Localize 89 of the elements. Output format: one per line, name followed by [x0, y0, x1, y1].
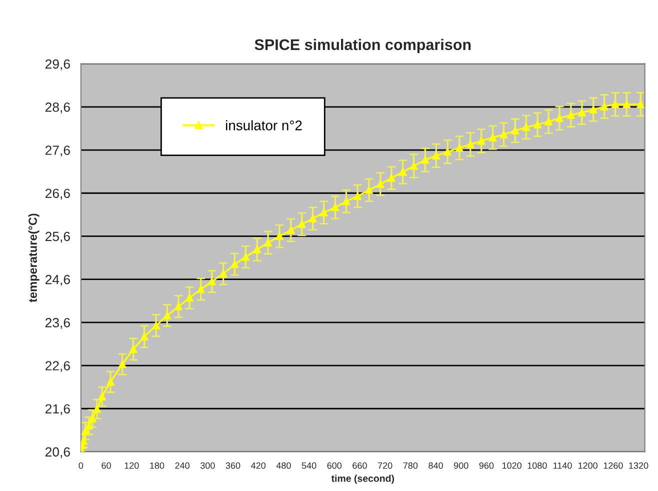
point — [85, 422, 93, 430]
x-tick-label: 360 — [226, 462, 240, 469]
x-tick-label: 1080 — [528, 462, 547, 469]
point — [500, 130, 508, 138]
point — [342, 197, 350, 206]
point — [432, 152, 440, 160]
point — [287, 226, 295, 234]
y-axis-title: temperature(°C) — [28, 214, 40, 302]
point — [600, 102, 608, 110]
point — [331, 204, 340, 212]
chart-title: SPICE simulation comparison — [254, 38, 471, 54]
point — [186, 294, 194, 302]
x-tick-label: 60 — [102, 462, 111, 469]
point — [567, 111, 575, 119]
point — [622, 100, 630, 108]
point — [365, 186, 373, 194]
y-tick-label: 27,6 — [46, 146, 70, 156]
legend-label: insulator n°2 — [226, 120, 302, 130]
x-tick-label: 300 — [200, 462, 215, 469]
point — [264, 238, 272, 247]
x-tick-label: 540 — [302, 462, 316, 469]
point — [129, 345, 138, 353]
point — [197, 285, 205, 294]
y-tick-label: 23,6 — [46, 318, 70, 329]
point — [421, 156, 430, 164]
x-tick-label: 960 — [479, 462, 494, 469]
point — [98, 392, 106, 400]
x-tick-label: 840 — [428, 462, 443, 469]
point — [230, 260, 239, 268]
point — [106, 378, 114, 386]
x-tick-label: 120 — [124, 462, 139, 469]
point — [298, 220, 306, 228]
point — [488, 134, 497, 142]
x-tick-label: 720 — [378, 462, 392, 469]
y-tick-label: 21,6 — [46, 404, 70, 416]
y-tick-label: 28,6 — [46, 102, 70, 114]
point — [118, 360, 126, 368]
y-tick-label: 22,6 — [46, 361, 70, 372]
y-tick-label: 26,6 — [46, 188, 70, 200]
y-tick-label: 20,6 — [46, 447, 70, 458]
point — [534, 120, 542, 128]
x-tick-label: 480 — [276, 462, 291, 469]
point — [410, 162, 418, 170]
x-tick-label: 900 — [454, 462, 468, 469]
point — [174, 302, 182, 310]
y-tick-label: 29,6 — [46, 59, 70, 70]
point — [544, 118, 552, 126]
x-tick-label: 420 — [251, 462, 266, 469]
point — [444, 148, 452, 156]
point — [376, 180, 384, 188]
point — [398, 168, 407, 176]
point — [354, 192, 362, 200]
point — [466, 140, 474, 148]
point — [320, 208, 328, 216]
x-tick-label: 1320 — [629, 462, 648, 469]
x-tick-label: 1140 — [553, 462, 572, 469]
point — [388, 174, 396, 182]
point — [163, 312, 171, 320]
x-tick-label: 1200 — [578, 462, 598, 469]
point — [219, 270, 228, 278]
point — [636, 100, 644, 108]
point — [556, 114, 564, 122]
y-tick-label: 25,6 — [46, 232, 70, 243]
point — [253, 246, 261, 254]
point — [522, 123, 530, 132]
point — [88, 414, 96, 422]
x-tick-label: 180 — [150, 462, 164, 469]
x-tick-label: 780 — [403, 462, 418, 469]
point — [456, 144, 464, 152]
point — [578, 108, 586, 116]
point — [511, 126, 519, 134]
point — [611, 100, 620, 108]
point — [140, 332, 148, 340]
point — [478, 137, 486, 145]
point — [309, 214, 317, 222]
x-tick-label: 1020 — [502, 462, 522, 469]
y-tick-label: 24,6 — [46, 274, 70, 286]
x-tick-label: 240 — [175, 462, 190, 469]
point — [276, 232, 284, 240]
point — [242, 253, 250, 261]
point — [208, 278, 216, 286]
x-tick-label: 0 — [78, 462, 84, 469]
x-axis-title: time (second) — [331, 474, 394, 484]
point — [93, 405, 101, 413]
point — [152, 322, 160, 330]
x-tick-label: 1260 — [604, 462, 623, 469]
point — [589, 106, 598, 114]
x-tick-label: 600 — [327, 462, 342, 469]
x-tick-label: 660 — [352, 462, 367, 469]
